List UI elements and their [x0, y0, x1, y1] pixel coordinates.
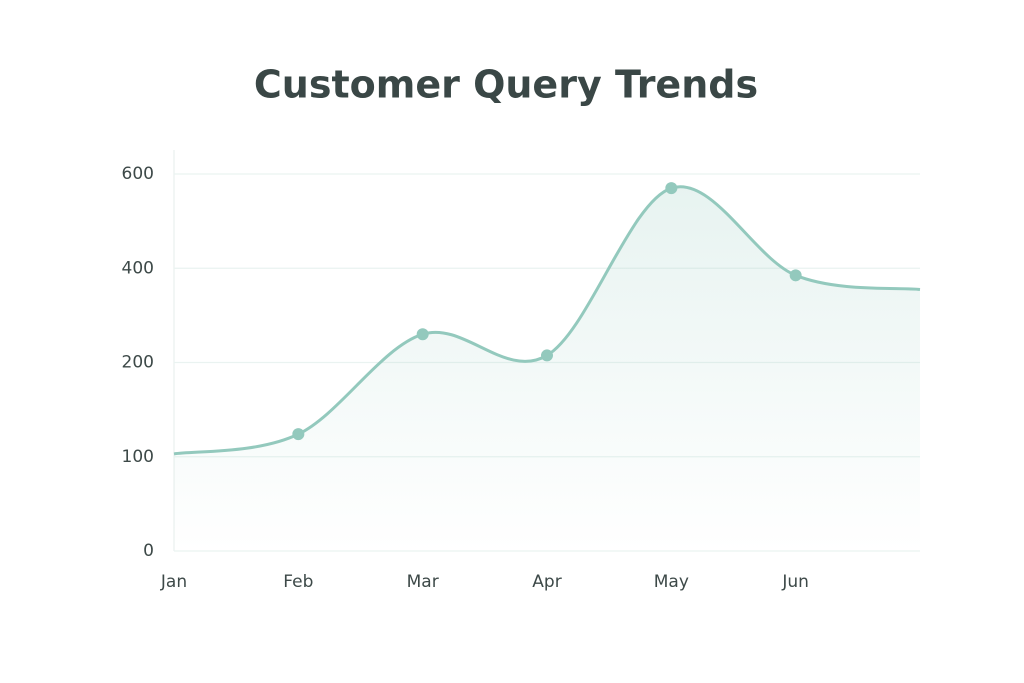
point: [665, 182, 678, 195]
y-tick-label: 0: [143, 541, 154, 561]
chart-title: Customer Query Trends: [254, 63, 758, 107]
area: [174, 186, 920, 551]
y-tick-label: 600: [122, 164, 154, 184]
y-tick-label: 100: [122, 447, 154, 467]
x-tick-label: Jan: [160, 572, 187, 592]
x-tick-label: May: [654, 572, 689, 592]
x-tick-label: Jun: [781, 572, 809, 592]
y-tick-label: 200: [122, 353, 154, 373]
x-tick-label: Mar: [407, 572, 439, 592]
point: [789, 269, 802, 282]
point: [541, 349, 553, 362]
point: [416, 328, 429, 341]
point: [292, 428, 305, 441]
y-tick-label: 400: [122, 258, 154, 278]
x-tick-label: Apr: [532, 572, 561, 592]
x-tick-label: Feb: [283, 572, 313, 592]
